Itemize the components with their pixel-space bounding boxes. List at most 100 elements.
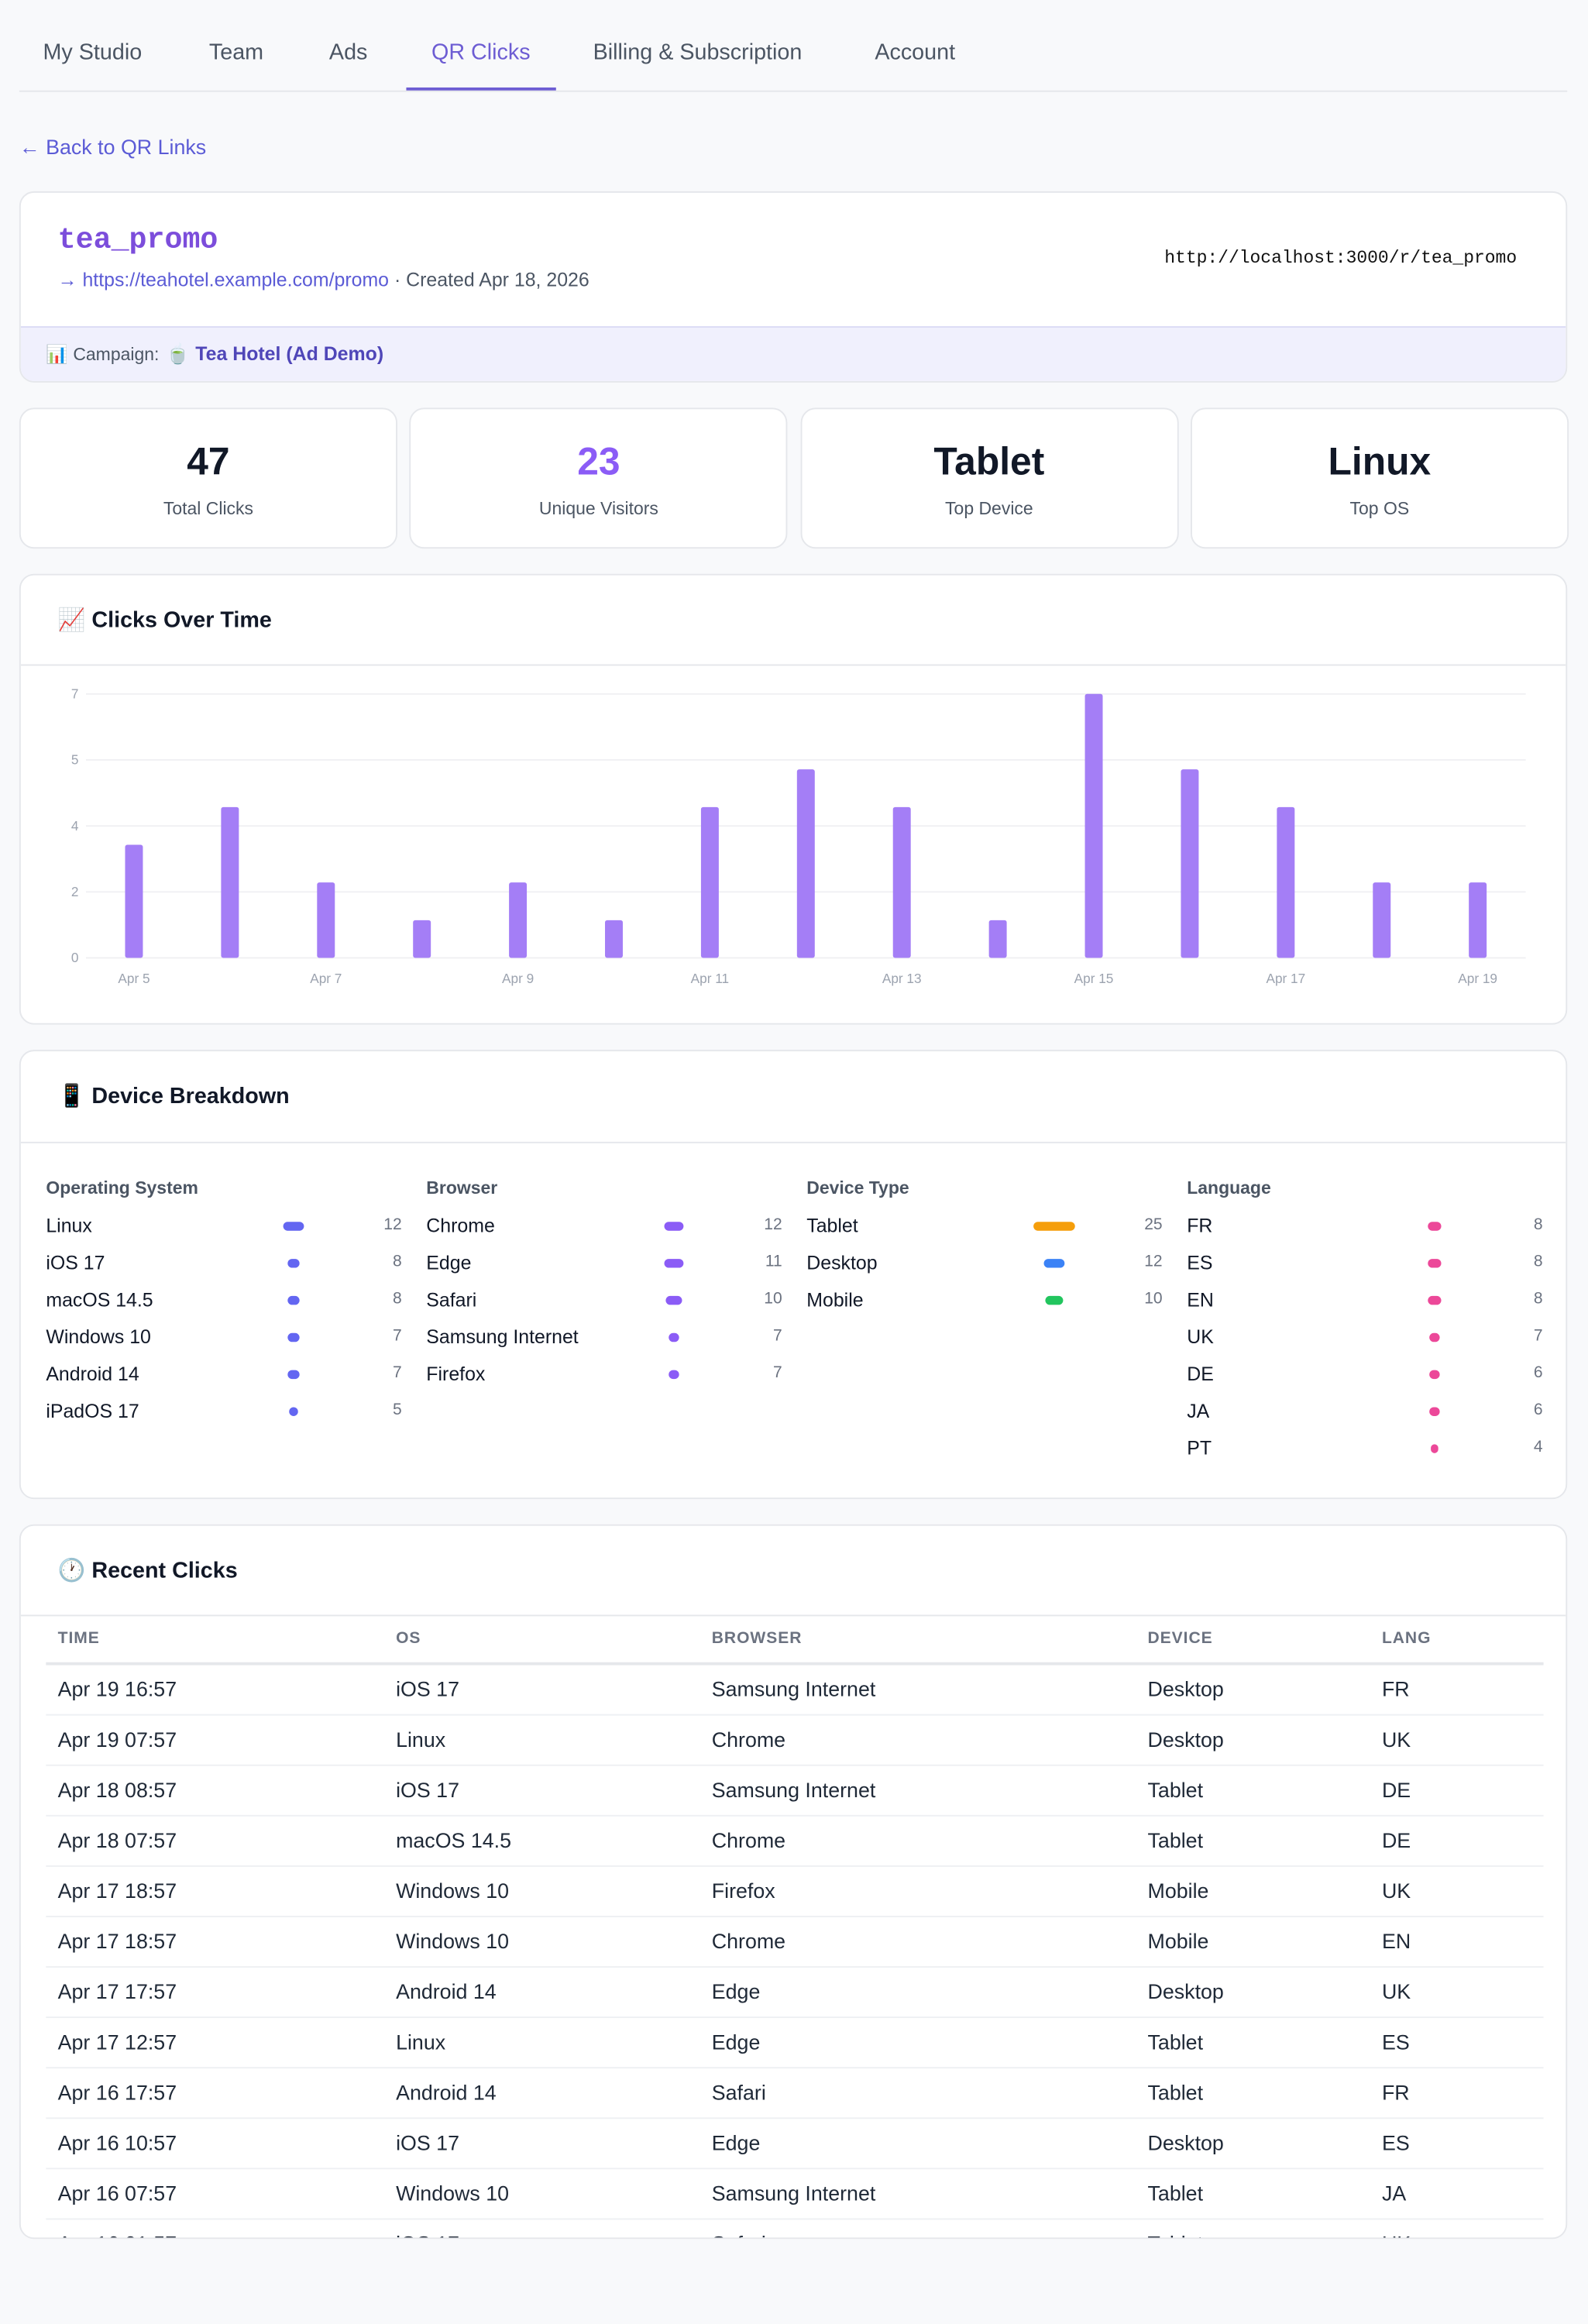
cell: Tablet [1147,1778,1204,1802]
item-count: 7 [772,1363,782,1382]
row-rule [46,1764,1544,1766]
item-count: 5 [392,1401,402,1419]
row-rule [46,2117,1544,2119]
cell: Tablet [1147,1828,1204,1852]
cell: UK [1382,2232,1411,2238]
tab-rule [19,90,1568,92]
item-label: Edge [426,1251,472,1274]
cell: Mobile [1147,1929,1209,1953]
item-count: 8 [392,1253,402,1271]
cell: Apr 17 12:57 [57,2030,177,2054]
item-label: UK [1187,1325,1214,1348]
cell: Linux [396,2030,446,2054]
cell: Android 14 [396,1979,497,2003]
cell: Windows 10 [396,1879,510,1903]
stat-card: 47 Total Clicks [19,407,397,549]
cell: Edge [711,1979,761,2003]
item-bar [665,1259,683,1268]
tab[interactable]: QR Clicks [431,40,531,66]
bar [700,806,719,958]
cell: Tablet [1147,2181,1204,2205]
item-bar [287,1259,301,1268]
destination[interactable]: → https://teahotel.example.com/promo [57,268,390,291]
cell: Samsung Internet [711,2181,876,2205]
item-label: Desktop [806,1251,878,1274]
chart: 0 2 4 5 7 Apr 5 Apr 7 Apr 9 Apr 11 Apr 13 Apr 15 Ap… [71,686,1526,986]
tab[interactable]: Billing & Subscription [593,40,803,66]
x-tick-label: Apr 9 [502,971,534,986]
campaign-strip: 📊 Campaign: 🍵 Tea Hotel (Ad Demo) [20,326,1566,381]
link-meta: → https://teahotel.example.com/promo · C… [58,268,589,290]
item-label: Android 14 [46,1363,139,1385]
item-label: Chrome [426,1214,495,1237]
cell: Firefox [711,1879,775,1903]
row-rule [46,2218,1544,2220]
cell: iOS 17 [396,2130,460,2155]
stat-card: 23 Unique Visitors [409,407,788,549]
row-rule [46,2067,1544,2069]
bar [1469,882,1487,958]
row-rule [46,1916,1544,1917]
cell: FR [1381,2080,1410,2105]
stat-value: Tablet [933,438,1045,483]
bar [1277,806,1295,958]
cell: Apr 17 17:57 [57,1979,177,2003]
cell: UK [1381,1979,1411,2003]
group-title: Language [1187,1177,1271,1198]
item-label: Mobile [806,1288,864,1312]
tab[interactable]: Team [208,40,264,66]
active-underline [406,87,556,91]
group-title: Browser [426,1177,498,1198]
group-title: Device Type [806,1177,909,1198]
cell: DE [1381,1778,1411,1802]
cell: Apr 16 17:57 [57,2080,177,2105]
link-name: tea_promo [57,224,218,259]
cell: Apr 19 16:57 [57,1676,177,1701]
row-rule [46,1714,1544,1716]
x-tick-label: Apr 15 [1074,971,1114,986]
cell: Apr 16 01:57 [58,2232,177,2238]
stat-card: Linux Top OS [1190,407,1569,549]
row-rule [46,1865,1544,1867]
item-count: 7 [772,1327,782,1346]
campaign-label: 📊 Campaign: [46,344,160,365]
bar [1373,882,1391,958]
item-label: macOS 14.5 [46,1288,153,1312]
item-bar [664,1222,684,1231]
tab[interactable]: Ads [328,40,368,66]
bar [1181,769,1199,958]
item-count: 10 [764,1290,782,1308]
x-tick-label: Apr 19 [1458,971,1497,986]
cell: JA [1381,2181,1407,2205]
cell: Apr 16 07:57 [57,2181,177,2205]
item-label: PT [1187,1436,1212,1459]
bar [892,806,911,958]
created: · Created Apr 18, 2026 [394,268,589,291]
cell: Windows 10 [396,2181,510,2205]
item-label: JA [1187,1399,1210,1422]
back-link[interactable]: ← Back to QR Links [19,135,207,159]
y-tick-label: 7 [71,686,79,702]
cell: Chrome [711,1828,786,1852]
short-url[interactable]: http://localhost:3000/r/tea_promo [1164,247,1518,269]
column-header: DEVICE [1147,1629,1213,1648]
item-label: ES [1187,1251,1213,1274]
item-count: 7 [392,1327,402,1346]
campaign[interactable]: 🍵 Tea Hotel (Ad Demo) [166,342,384,365]
header-rule [46,1662,1544,1666]
item-label: Linux [46,1214,92,1237]
item-label: Samsung Internet [426,1325,579,1348]
item-count: 12 [764,1215,782,1234]
item-count: 10 [1144,1290,1163,1308]
item-label: Windows 10 [46,1325,151,1348]
stat-card: Tablet Top Device [799,407,1178,549]
bar [1084,693,1103,958]
tab[interactable]: Account [875,40,956,66]
item-bar [668,1332,680,1342]
cell: UK [1381,1879,1411,1903]
tab[interactable]: My Studio [43,40,143,66]
cell: DE [1381,1828,1411,1852]
cell: ES [1381,2030,1410,2054]
link-card: tea_promo → https://teahotel.example.com… [19,191,1568,383]
